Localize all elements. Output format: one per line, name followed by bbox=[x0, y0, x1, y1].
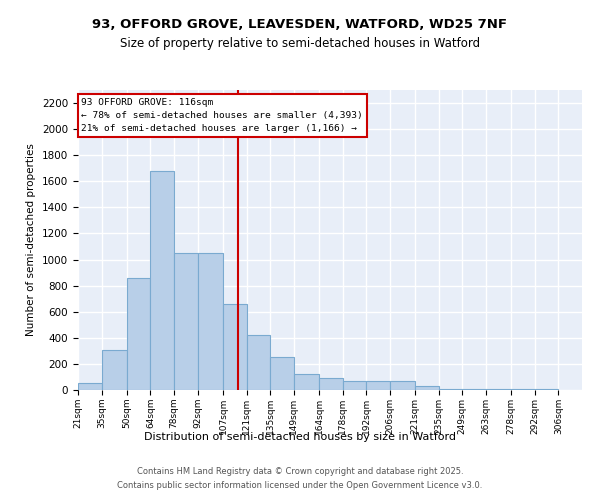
Text: 93 OFFORD GROVE: 116sqm
← 78% of semi-detached houses are smaller (4,393)
21% of: 93 OFFORD GROVE: 116sqm ← 78% of semi-de… bbox=[82, 98, 363, 133]
Text: Contains public sector information licensed under the Open Government Licence v3: Contains public sector information licen… bbox=[118, 481, 482, 490]
Bar bbox=[270, 356, 294, 390]
Bar bbox=[415, 386, 439, 390]
Bar bbox=[319, 378, 343, 390]
Bar bbox=[223, 304, 247, 390]
Bar bbox=[366, 381, 390, 390]
Bar bbox=[151, 171, 174, 390]
Bar bbox=[294, 374, 319, 390]
Bar bbox=[174, 253, 197, 390]
Bar bbox=[78, 384, 101, 390]
Bar bbox=[247, 335, 270, 390]
Text: Distribution of semi-detached houses by size in Watford: Distribution of semi-detached houses by … bbox=[144, 432, 456, 442]
Y-axis label: Number of semi-detached properties: Number of semi-detached properties bbox=[26, 144, 37, 336]
Bar bbox=[127, 278, 151, 390]
Text: Size of property relative to semi-detached houses in Watford: Size of property relative to semi-detach… bbox=[120, 38, 480, 51]
Text: Contains HM Land Registry data © Crown copyright and database right 2025.: Contains HM Land Registry data © Crown c… bbox=[137, 468, 463, 476]
Bar bbox=[197, 253, 223, 390]
Text: 93, OFFORD GROVE, LEAVESDEN, WATFORD, WD25 7NF: 93, OFFORD GROVE, LEAVESDEN, WATFORD, WD… bbox=[92, 18, 508, 30]
Bar bbox=[101, 350, 127, 390]
Bar bbox=[343, 381, 366, 390]
Bar bbox=[390, 381, 415, 390]
